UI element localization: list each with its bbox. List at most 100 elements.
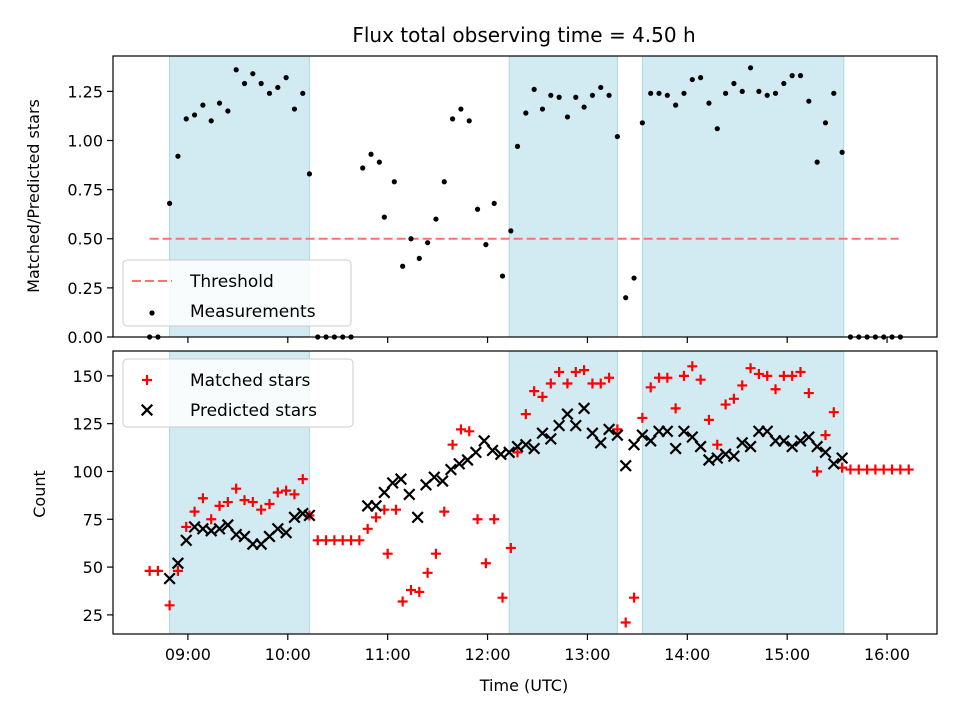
measurements-point: [266, 90, 273, 96]
measurements-point: [208, 118, 214, 124]
matched-stars-point: [803, 388, 814, 399]
predicted-stars-point: [819, 446, 832, 459]
measurements-point: [250, 71, 256, 77]
measurements-point: [689, 76, 695, 83]
y-tick-label: 0.25: [67, 279, 103, 298]
plot-frame: [112, 55, 938, 338]
x-tick-label: 12:00: [464, 645, 510, 664]
predicted-stars-point: [428, 471, 441, 484]
y-tick-label: 0.00: [67, 328, 103, 347]
predicted-stars-point: [378, 486, 391, 499]
measurements-point: [291, 106, 298, 112]
measurements-point: [200, 102, 206, 108]
y-tick-label: 0.75: [67, 181, 103, 200]
matched-stars-point: [206, 514, 217, 525]
predicted-stars-point: [444, 463, 458, 476]
measurements-point: [772, 90, 779, 96]
measurements-point: [508, 228, 514, 234]
predicted-stars-point: [280, 526, 293, 539]
matched-stars-point: [464, 426, 475, 437]
measurements-point: [581, 104, 587, 110]
matched-stars-point: [670, 403, 681, 414]
measurements-point: [376, 159, 382, 165]
x-tick-label: 14:00: [664, 645, 710, 664]
measurements-point: [698, 75, 704, 81]
matched-stars-point: [371, 512, 382, 523]
predicted-stars-point: [661, 425, 674, 438]
measurements-point: [166, 200, 173, 206]
legend-matched-stars-swatch: [142, 375, 152, 385]
predicted-stars-point: [669, 442, 682, 455]
y-tick-label: 150: [72, 367, 103, 386]
y-tick-label: 50: [83, 558, 103, 577]
bottom-chart-ylabel: Count: [30, 470, 49, 518]
measurements-point: [623, 295, 629, 301]
x-tick-label: 16:00: [864, 645, 910, 664]
matched-stars-point: [812, 466, 823, 477]
legend-box: [122, 259, 352, 327]
predicted-stars-point: [411, 511, 424, 524]
predicted-stars-point: [271, 522, 284, 535]
predicted-stars-point: [436, 474, 449, 488]
matched-stars-point: [545, 378, 556, 389]
predicted-stars-point: [761, 425, 774, 438]
predicted-stars-point: [519, 438, 532, 451]
legend-box: [122, 358, 354, 428]
matched-stars-point: [570, 367, 581, 378]
matched-stars-point: [537, 391, 548, 402]
predicted-stars-point: [811, 440, 824, 453]
matched-stars-point: [512, 447, 523, 458]
matched-stars-point: [662, 372, 673, 383]
x-tick-label: 11:00: [365, 645, 411, 664]
predicted-stars-point: [180, 534, 193, 547]
predicted-stars-point: [827, 457, 840, 470]
predicted-stars-point: [303, 509, 316, 522]
predicted-stars-point: [544, 432, 557, 446]
predicted-stars-point: [686, 430, 699, 444]
predicted-stars-point: [528, 442, 541, 455]
predicted-stars-point: [503, 446, 516, 459]
measurements-point: [714, 126, 720, 132]
y-tick-label: 0.50: [67, 230, 103, 249]
predicted-stars-point: [594, 436, 607, 449]
measurements-point: [225, 108, 231, 114]
measurements-point: [831, 90, 837, 96]
y-tick-label: 1.25: [67, 82, 103, 101]
predicted-stars-point: [369, 499, 383, 512]
predicted-stars-point: [486, 444, 499, 457]
predicted-stars-point: [394, 473, 408, 486]
matched-stars-point: [472, 514, 483, 525]
measurements-point: [598, 84, 604, 91]
matched-stars-point: [397, 596, 408, 607]
measurements-point: [433, 216, 439, 222]
measurements-point: [183, 116, 189, 122]
matched-stars-point: [703, 414, 714, 425]
predicted-stars-point: [288, 511, 301, 524]
matched-stars-point: [455, 424, 466, 435]
measurements-point: [466, 118, 472, 124]
measurements-point: [781, 80, 787, 87]
measurements-point: [425, 240, 431, 246]
matched-stars-point: [489, 514, 500, 525]
matched-stars-point: [687, 361, 698, 372]
measurements-point: [722, 90, 729, 96]
matched-stars-point: [405, 585, 416, 596]
predicted-stars-point: [802, 430, 815, 444]
measurements-point: [756, 88, 762, 94]
predicted-stars-point: [786, 440, 799, 453]
measurements-point: [531, 86, 537, 93]
measurements-point: [806, 98, 812, 104]
legend-predicted-stars-label: Predicted stars: [190, 401, 317, 421]
measurements-point: [556, 94, 562, 100]
measurements-point: [391, 179, 397, 185]
measurements-point: [233, 67, 239, 73]
matched-stars-point: [579, 365, 590, 376]
matched-stars-point: [439, 506, 450, 517]
matched-stars-point: [737, 380, 748, 391]
measurements-point: [491, 200, 497, 206]
matched-stars-point: [197, 493, 208, 504]
legend-measurements-label: Measurements: [190, 302, 316, 322]
matched-stars-point: [264, 498, 275, 509]
predicted-stars-point: [611, 429, 624, 442]
matched-stars-point: [430, 548, 441, 559]
